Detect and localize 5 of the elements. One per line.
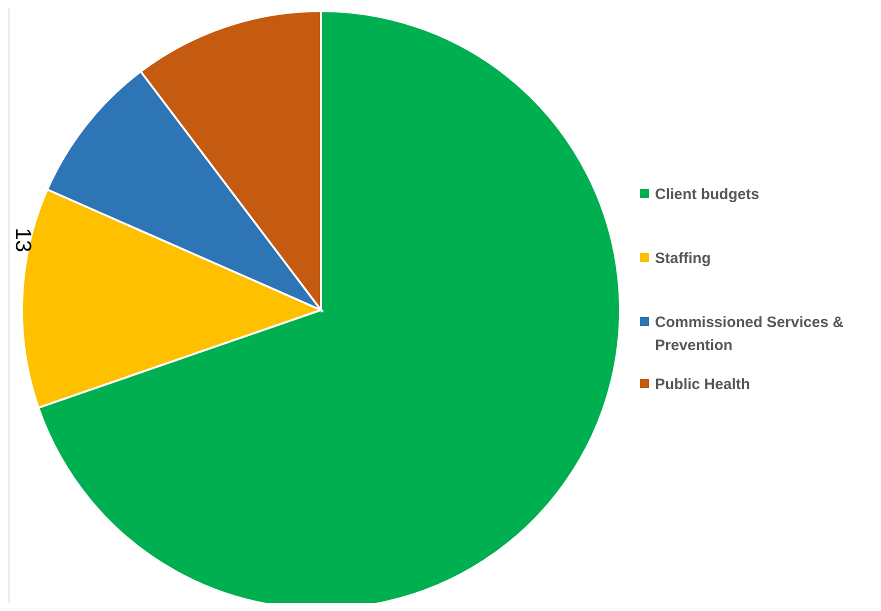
text: 13 bbox=[11, 228, 36, 252]
legend-label: Client budgets bbox=[655, 186, 760, 202]
legend-label: Public Health bbox=[655, 376, 750, 392]
legend-label: Staffing bbox=[655, 250, 711, 266]
legend-label: Commissioned Services & Prevention bbox=[655, 314, 844, 354]
